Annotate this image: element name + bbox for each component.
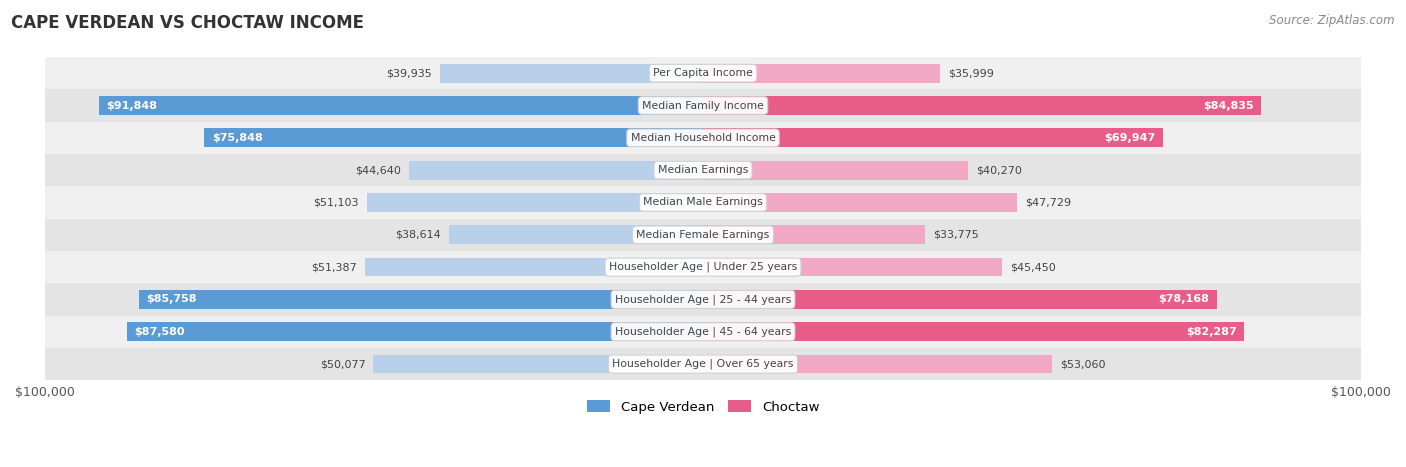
Text: $82,287: $82,287: [1185, 327, 1237, 337]
Bar: [45, 251, 1361, 283]
Bar: [703, 322, 1244, 341]
Bar: [367, 193, 703, 212]
Bar: [45, 122, 1361, 154]
Text: $91,848: $91,848: [107, 100, 157, 111]
Bar: [703, 128, 1163, 147]
Bar: [127, 322, 703, 341]
Text: $50,077: $50,077: [319, 359, 366, 369]
Text: $39,935: $39,935: [387, 68, 432, 78]
Bar: [204, 128, 703, 147]
Bar: [703, 193, 1017, 212]
Bar: [703, 290, 1218, 309]
Text: Source: ZipAtlas.com: Source: ZipAtlas.com: [1270, 14, 1395, 27]
Text: $53,060: $53,060: [1060, 359, 1105, 369]
Text: Householder Age | Under 25 years: Householder Age | Under 25 years: [609, 262, 797, 272]
Text: Median Family Income: Median Family Income: [643, 100, 763, 111]
Text: $40,270: $40,270: [976, 165, 1022, 175]
Bar: [45, 348, 1361, 380]
Text: Median Household Income: Median Household Income: [630, 133, 776, 143]
Text: $33,775: $33,775: [934, 230, 979, 240]
Bar: [45, 283, 1361, 316]
Bar: [449, 226, 703, 244]
Text: CAPE VERDEAN VS CHOCTAW INCOME: CAPE VERDEAN VS CHOCTAW INCOME: [11, 14, 364, 32]
Text: $75,848: $75,848: [212, 133, 263, 143]
Text: Householder Age | 25 - 44 years: Householder Age | 25 - 44 years: [614, 294, 792, 304]
Bar: [45, 154, 1361, 186]
Bar: [45, 316, 1361, 348]
Text: $38,614: $38,614: [395, 230, 441, 240]
Bar: [703, 355, 1052, 374]
Bar: [45, 57, 1361, 89]
Text: Median Male Earnings: Median Male Earnings: [643, 198, 763, 207]
Legend: Cape Verdean, Choctaw: Cape Verdean, Choctaw: [582, 395, 824, 419]
Text: $87,580: $87,580: [135, 327, 186, 337]
Bar: [98, 96, 703, 115]
Text: Median Female Earnings: Median Female Earnings: [637, 230, 769, 240]
Bar: [703, 64, 939, 83]
Text: $78,168: $78,168: [1159, 294, 1209, 304]
Bar: [409, 161, 703, 179]
Bar: [45, 186, 1361, 219]
Text: $51,387: $51,387: [311, 262, 357, 272]
Text: Median Earnings: Median Earnings: [658, 165, 748, 175]
Text: $85,758: $85,758: [146, 294, 197, 304]
Text: Per Capita Income: Per Capita Income: [652, 68, 754, 78]
Text: $35,999: $35,999: [948, 68, 994, 78]
Bar: [45, 219, 1361, 251]
Text: $84,835: $84,835: [1202, 100, 1253, 111]
Bar: [45, 89, 1361, 122]
Bar: [703, 96, 1261, 115]
Bar: [440, 64, 703, 83]
Text: $51,103: $51,103: [314, 198, 359, 207]
Bar: [364, 258, 703, 276]
Bar: [703, 226, 925, 244]
Text: Householder Age | 45 - 64 years: Householder Age | 45 - 64 years: [614, 326, 792, 337]
Bar: [703, 258, 1002, 276]
Text: $69,947: $69,947: [1104, 133, 1156, 143]
Bar: [139, 290, 703, 309]
Text: Householder Age | Over 65 years: Householder Age | Over 65 years: [612, 359, 794, 369]
Text: $45,450: $45,450: [1010, 262, 1056, 272]
Text: $47,729: $47,729: [1025, 198, 1071, 207]
Text: $44,640: $44,640: [356, 165, 401, 175]
Bar: [703, 161, 967, 179]
Bar: [374, 355, 703, 374]
